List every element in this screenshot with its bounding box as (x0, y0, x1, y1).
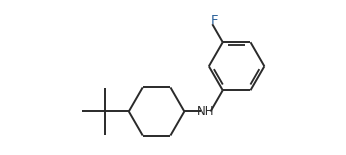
Text: NH: NH (197, 105, 214, 118)
Text: F: F (210, 14, 218, 27)
